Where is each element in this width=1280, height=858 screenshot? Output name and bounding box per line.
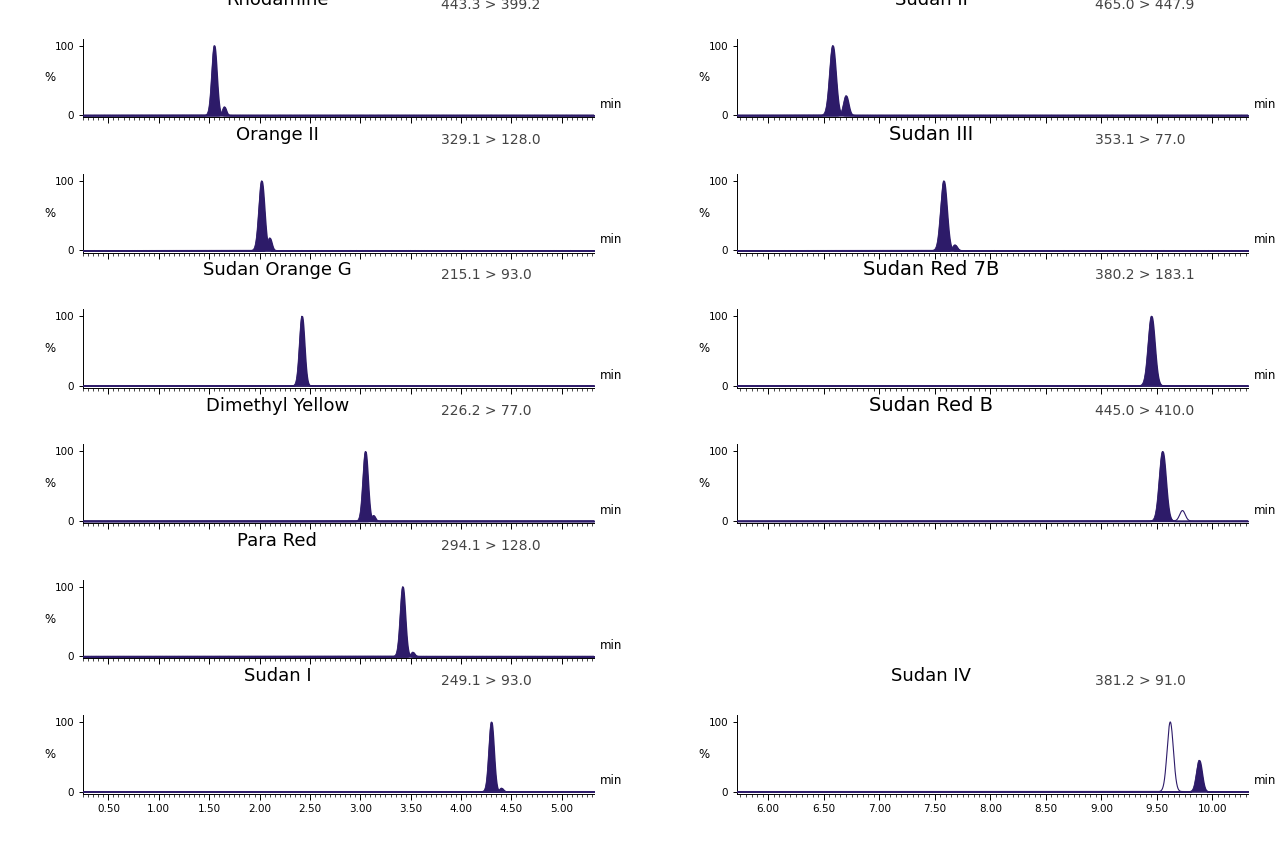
Text: min: min bbox=[1254, 98, 1276, 111]
Y-axis label: %: % bbox=[45, 342, 56, 355]
Text: 381.2 > 91.0: 381.2 > 91.0 bbox=[1094, 674, 1185, 688]
Text: 294.1 > 128.0: 294.1 > 128.0 bbox=[440, 539, 540, 553]
Text: 445.0 > 410.0: 445.0 > 410.0 bbox=[1094, 404, 1194, 418]
Y-axis label: %: % bbox=[45, 748, 56, 761]
Text: min: min bbox=[1254, 369, 1276, 382]
Text: Dimethyl Yellow: Dimethyl Yellow bbox=[206, 396, 349, 414]
Text: 465.0 > 447.9: 465.0 > 447.9 bbox=[1094, 0, 1194, 12]
Y-axis label: %: % bbox=[699, 71, 710, 84]
Y-axis label: %: % bbox=[699, 207, 710, 220]
Text: Sudan II: Sudan II bbox=[895, 0, 968, 9]
Text: min: min bbox=[600, 775, 622, 788]
Text: 380.2 > 183.1: 380.2 > 183.1 bbox=[1094, 269, 1194, 282]
Text: 443.3 > 399.2: 443.3 > 399.2 bbox=[440, 0, 540, 12]
Text: min: min bbox=[600, 98, 622, 111]
Y-axis label: %: % bbox=[45, 71, 56, 84]
Text: Sudan Red B: Sudan Red B bbox=[869, 396, 993, 414]
Text: min: min bbox=[1254, 504, 1276, 517]
Y-axis label: %: % bbox=[45, 477, 56, 490]
Text: Rhodamine: Rhodamine bbox=[227, 0, 329, 9]
Y-axis label: %: % bbox=[699, 748, 710, 761]
Text: Sudan I: Sudan I bbox=[243, 668, 311, 685]
Text: Para Red: Para Red bbox=[237, 532, 317, 550]
Text: 353.1 > 77.0: 353.1 > 77.0 bbox=[1094, 133, 1185, 148]
Text: Orange II: Orange II bbox=[236, 126, 319, 144]
Text: Sudan III: Sudan III bbox=[890, 125, 973, 144]
Y-axis label: %: % bbox=[699, 477, 710, 490]
Text: min: min bbox=[600, 369, 622, 382]
Text: 249.1 > 93.0: 249.1 > 93.0 bbox=[440, 674, 531, 688]
Text: min: min bbox=[1254, 775, 1276, 788]
Text: 215.1 > 93.0: 215.1 > 93.0 bbox=[440, 269, 531, 282]
Text: min: min bbox=[600, 639, 622, 652]
Text: min: min bbox=[1254, 233, 1276, 246]
Text: Sudan IV: Sudan IV bbox=[891, 668, 972, 685]
Text: Sudan Orange G: Sudan Orange G bbox=[204, 262, 352, 280]
Y-axis label: %: % bbox=[45, 613, 56, 625]
Y-axis label: %: % bbox=[45, 207, 56, 220]
Text: min: min bbox=[600, 233, 622, 246]
Text: 226.2 > 77.0: 226.2 > 77.0 bbox=[440, 404, 531, 418]
Text: min: min bbox=[600, 504, 622, 517]
Text: 329.1 > 128.0: 329.1 > 128.0 bbox=[440, 133, 540, 148]
Text: Sudan Red 7B: Sudan Red 7B bbox=[863, 260, 1000, 280]
Y-axis label: %: % bbox=[699, 342, 710, 355]
